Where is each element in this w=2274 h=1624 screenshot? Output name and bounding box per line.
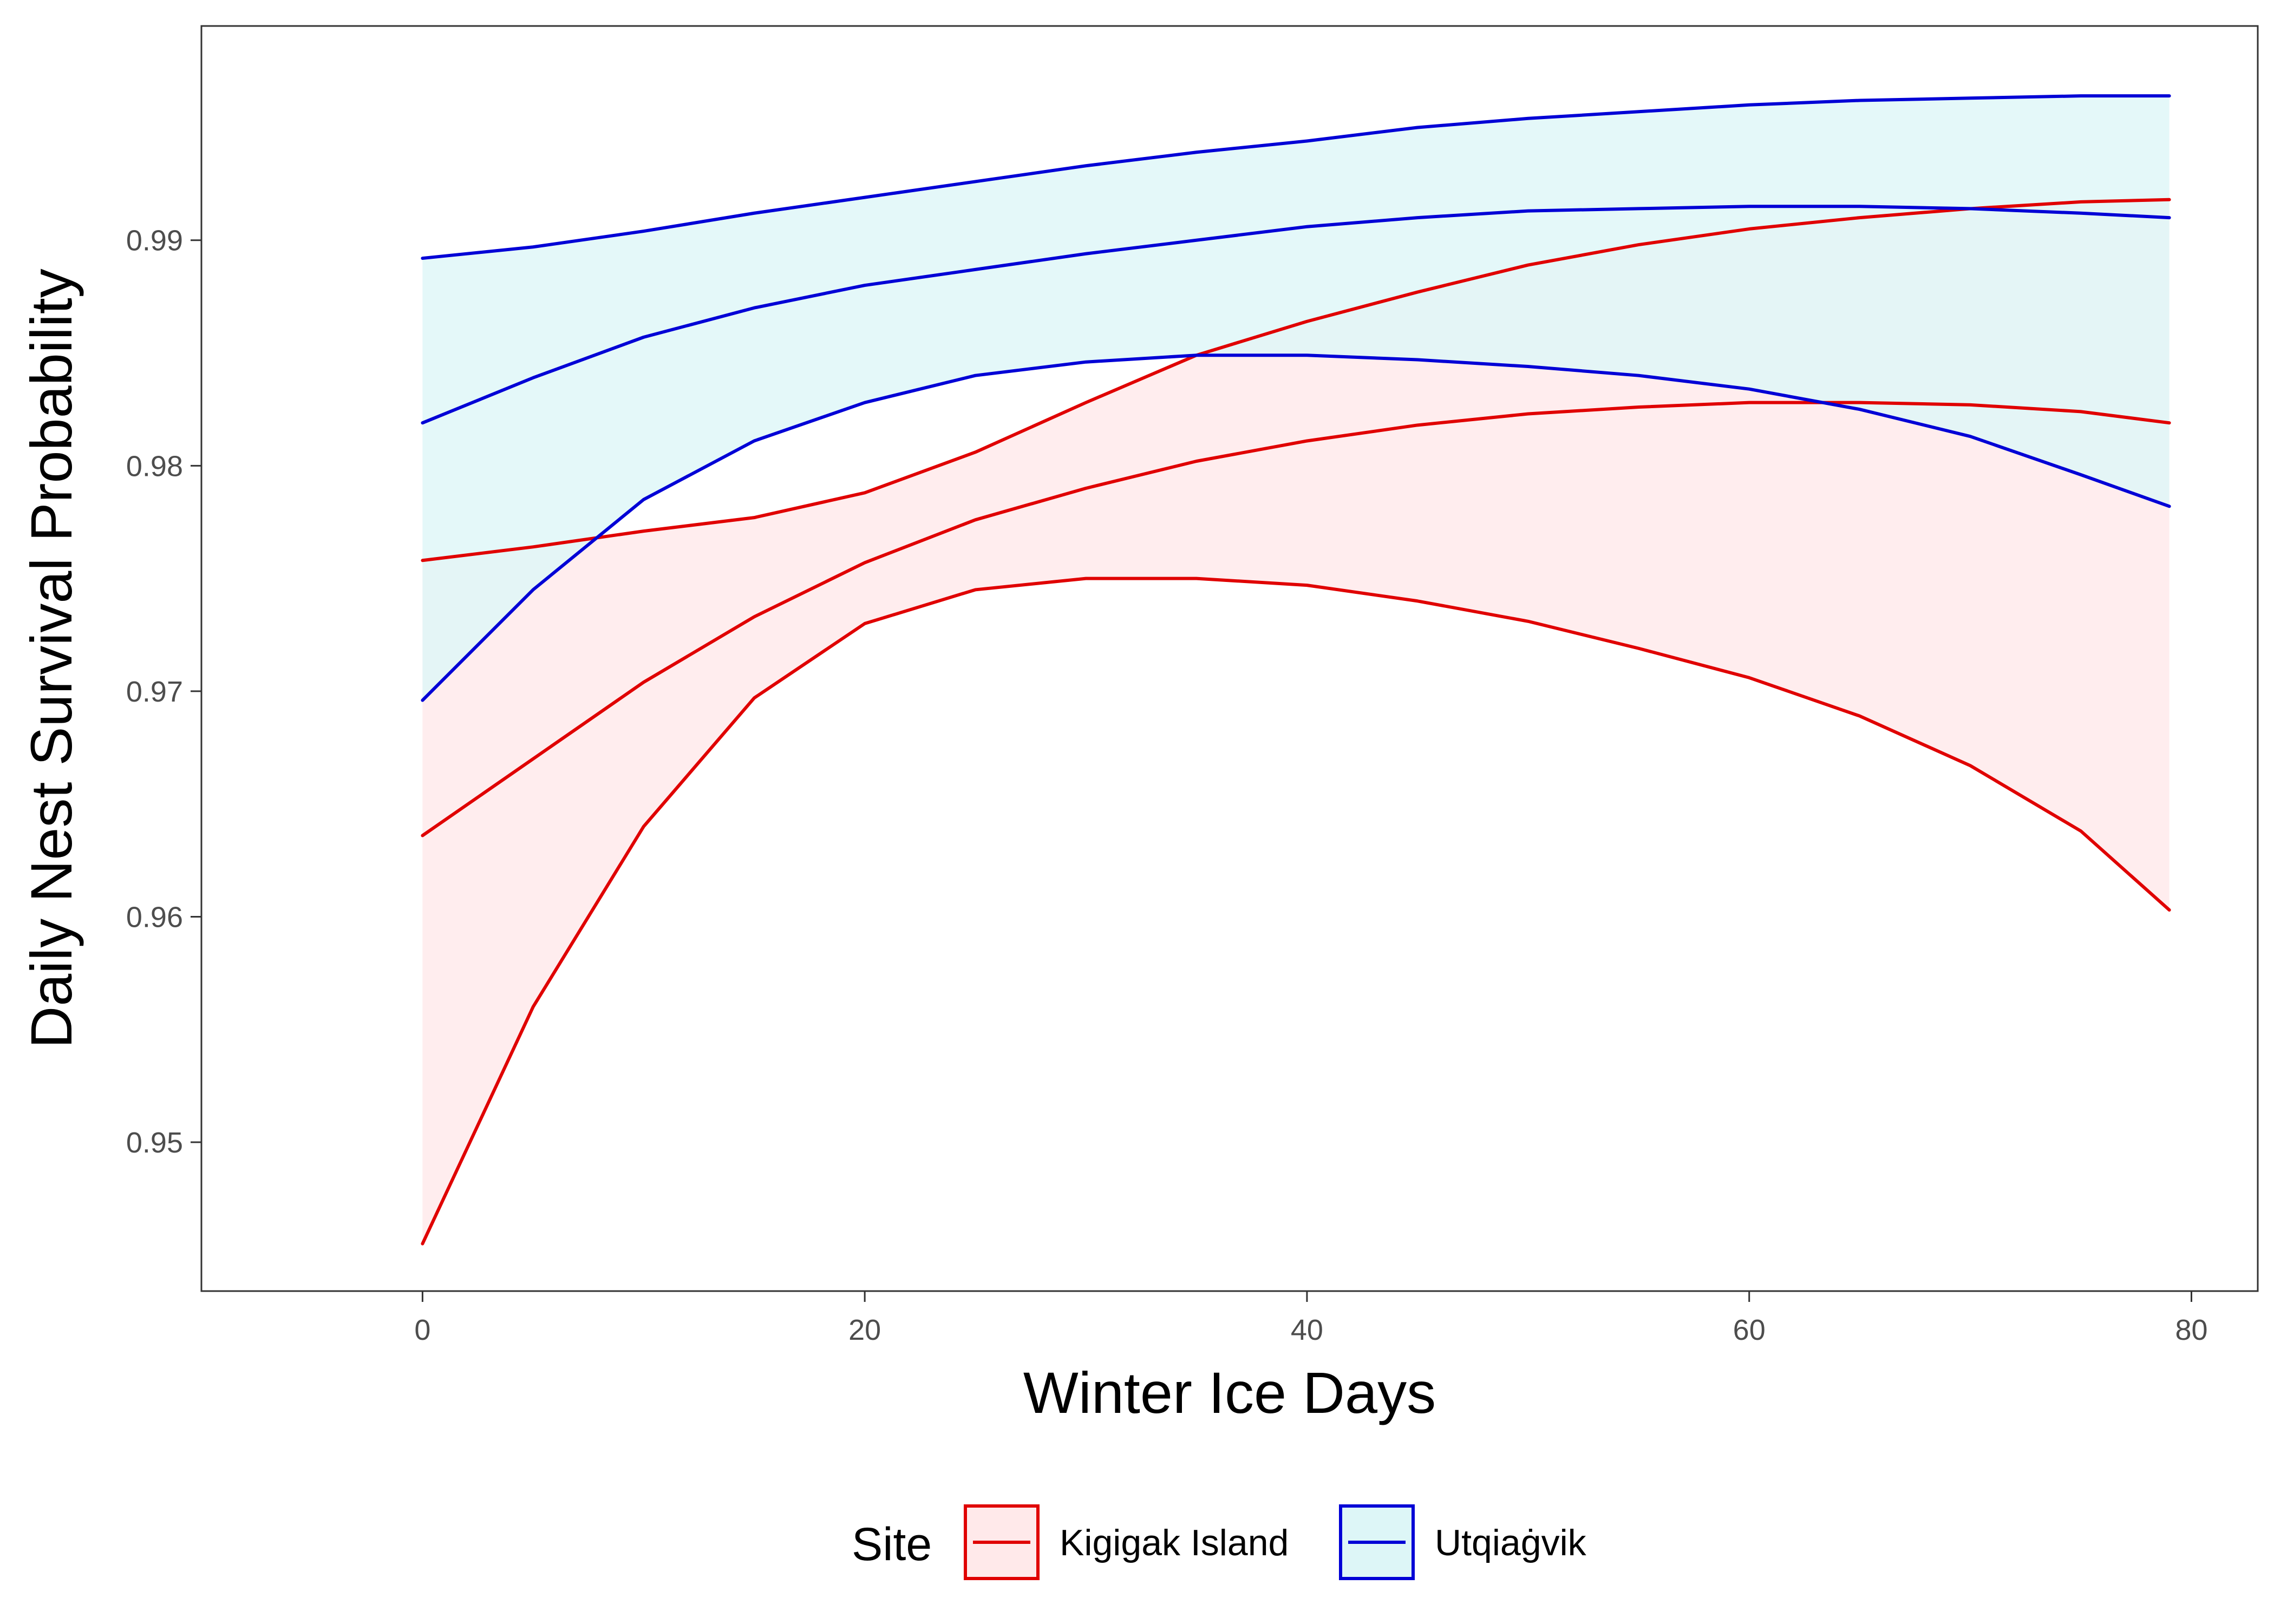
legend-item-kigigak-island: Kigigak Island (964, 1504, 1289, 1580)
x-tick-label: 80 (2175, 1314, 2207, 1346)
x-tick-label: 60 (1733, 1314, 1766, 1346)
y-tick-label: 0.95 (126, 1127, 183, 1159)
kigigak-island-estimate-line (421, 401, 2171, 837)
y-axis: 0.95 0.96 0.97 0.98 0.99 (126, 225, 201, 1159)
legend-label-kigigak-island: Kigigak Island (1060, 1522, 1289, 1563)
kigigak-island-ribbon (422, 199, 2170, 1244)
legend-label-utqiag-vik: Utqiaġvik (1435, 1522, 1587, 1563)
legend-items: Kigigak Island Utqiaġvik (964, 1504, 1587, 1580)
y-tick-label: 0.98 (126, 450, 183, 482)
legend-title: Site (852, 1518, 932, 1570)
x-tick-label: 20 (848, 1314, 881, 1346)
x-tick-label: 0 (414, 1314, 430, 1346)
y-tick-label: 0.96 (126, 901, 183, 933)
kigigak-island-upper-line (421, 198, 2171, 562)
x-axis-title: Winter Ice Days (1023, 1360, 1436, 1425)
confidence-ribbons (422, 96, 2170, 1244)
kigigak-island-lower-line (421, 577, 2171, 1246)
x-tick-label: 40 (1291, 1314, 1323, 1346)
x-axis: 0 20 40 60 80 (414, 1291, 2208, 1346)
series-lines (421, 94, 2171, 1246)
legend-item-utqiag-vik: Utqiaġvik (1339, 1504, 1587, 1580)
utqiag-vik-upper-line (421, 94, 2171, 260)
utqiag-vik-estimate-line (421, 205, 2171, 425)
utqiag-vik-ribbon (422, 96, 2170, 700)
y-tick-label: 0.99 (126, 225, 183, 257)
legend: Site Kigigak Island Utqiaġvik (852, 1504, 1587, 1580)
plot-panel-border (200, 25, 2259, 1292)
utqiag-vik-lower-line (421, 353, 2171, 702)
y-tick-label: 0.97 (126, 676, 183, 708)
y-axis-title: Daily Nest Survival Probability (18, 269, 84, 1049)
